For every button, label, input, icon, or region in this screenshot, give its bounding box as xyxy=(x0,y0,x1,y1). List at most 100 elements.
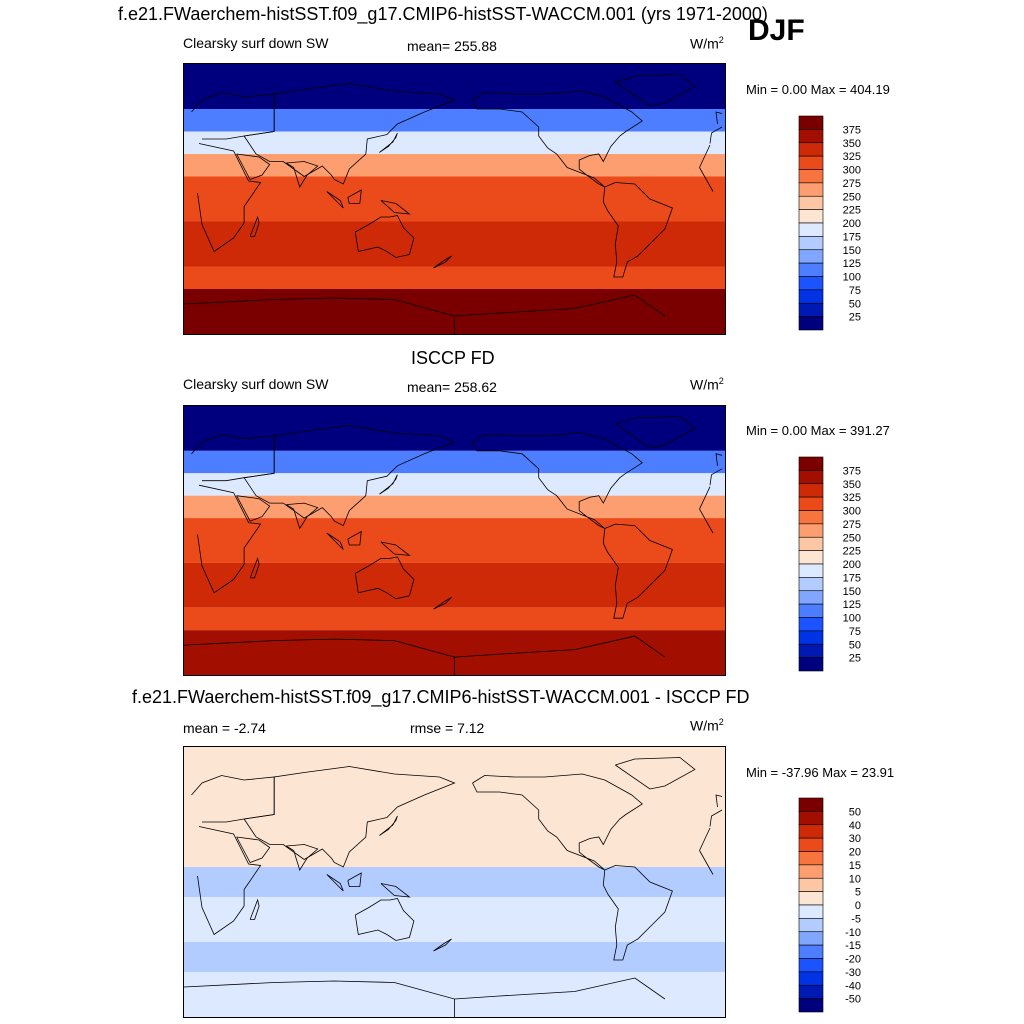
coastline-india xyxy=(285,502,319,530)
colorbar-2-swatch-3 xyxy=(798,630,824,645)
colorbar-2-swatch-5 xyxy=(798,603,824,618)
colorbar-1-swatch-10 xyxy=(798,195,824,210)
panel-1-minmax-label: Min = 0.00 Max = 404.19 xyxy=(746,82,890,97)
panel-3-map xyxy=(183,746,726,1018)
coastline-africa-2 xyxy=(699,850,714,875)
coastline-japan xyxy=(379,474,398,495)
colorbar-3-tick-label: -50 xyxy=(845,994,861,1006)
coastline-madagascar xyxy=(249,215,260,237)
coastline-arabia xyxy=(236,495,271,522)
panel-2-variable-label: Clearsky surf down SW xyxy=(183,376,329,392)
map-1-band-2 xyxy=(184,109,725,132)
panel-1-units-label: W/m2 xyxy=(690,35,724,52)
coastline-japan xyxy=(379,132,398,153)
coastline-antarctica xyxy=(454,977,666,1000)
colorbar-1-swatch-13 xyxy=(798,155,824,170)
colorbar-3-swatch-14 xyxy=(798,824,824,839)
colorbar-2-tick-label: 125 xyxy=(843,599,861,611)
coastline-samerica xyxy=(602,865,673,961)
coastline-uk-2 xyxy=(715,453,723,466)
coastline-newguinea xyxy=(380,200,411,215)
coastline-indonesia2 xyxy=(347,189,362,204)
coastline-antarctica-1 xyxy=(184,980,455,1017)
coastline-india xyxy=(285,844,319,871)
coastline-indonesia1 xyxy=(326,191,344,209)
colorbar-3-swatch-3 xyxy=(798,971,824,986)
colorbar-1-tick-label: 275 xyxy=(843,178,861,190)
colorbar-3-tick-label: -30 xyxy=(845,967,861,979)
colorbar-2-tick-label: 375 xyxy=(843,465,861,477)
coastline-nz xyxy=(433,938,452,952)
colorbar-2-swatch-7 xyxy=(798,577,824,592)
colorbar-3-tick-label: 20 xyxy=(849,847,861,859)
colorbar-1-tick-label: 325 xyxy=(843,151,861,163)
panel-2-title: ISCCP FD xyxy=(411,348,495,368)
panel-2-mean-label: mean= 258.62 xyxy=(407,379,497,395)
coastline-nz xyxy=(433,255,452,269)
coastline-indonesia1 xyxy=(326,874,344,892)
colorbar-1-tick-label: 250 xyxy=(843,191,861,203)
panel-1-variable-label: Clearsky surf down SW xyxy=(183,35,329,51)
coastline-asia xyxy=(243,83,456,185)
colorbar-1-tick-label: 50 xyxy=(849,298,861,310)
panel-2-colorbar: 375 350 325 300 275 250 225 200 175 150 125 100 75 50… xyxy=(798,456,889,672)
colorbar-1-tick-label: 75 xyxy=(849,285,861,297)
map-1-band-7 xyxy=(184,266,725,289)
colorbar-3-swatch-4 xyxy=(798,958,824,973)
colorbar-2-tick-label: 75 xyxy=(849,626,861,638)
coastline-india xyxy=(285,161,319,188)
coastline-greenland xyxy=(615,74,696,107)
coastline-madagascar xyxy=(249,557,260,579)
colorbar-3-tick-label: -40 xyxy=(845,980,861,992)
colorbar-3-tick-label: 10 xyxy=(849,873,861,885)
map-1-band-6 xyxy=(184,221,725,267)
coastline-namerica xyxy=(472,773,643,871)
colorbar-1-swatch-1 xyxy=(798,316,824,331)
panel-1-map xyxy=(183,63,726,335)
coastline-newguinea xyxy=(380,883,411,898)
colorbar-2-tick-label: 50 xyxy=(849,639,861,651)
coastline-japan xyxy=(379,815,398,836)
coastline-antarctica xyxy=(454,635,666,658)
colorbar-2-swatch-6 xyxy=(798,590,824,605)
colorbar-2-swatch-11 xyxy=(798,523,824,538)
coastline-greenland xyxy=(615,416,696,449)
colorbar-2-swatch-2 xyxy=(798,643,824,658)
panel-3-rmse-label: rmse = 7.12 xyxy=(410,720,485,736)
map-2-band-6 xyxy=(184,562,725,608)
colorbar-3-tick-label: -15 xyxy=(845,940,861,952)
map-2-band-3 xyxy=(184,473,725,496)
colorbar-1-tick-label: 175 xyxy=(843,231,861,243)
map-2-svg xyxy=(184,406,725,675)
coastline-africa-1 xyxy=(197,484,262,594)
colorbar-2-tick-label: 325 xyxy=(843,492,861,504)
coastline-africa-1 xyxy=(197,143,262,253)
coastline-nz xyxy=(433,596,452,610)
colorbar-2-swatch-13 xyxy=(798,496,824,511)
colorbar-2-swatch-15 xyxy=(798,470,824,485)
map-3-band-4 xyxy=(184,897,725,942)
coastline-australia xyxy=(354,215,415,258)
coastline-antarctica-1 xyxy=(184,297,455,334)
colorbar-3-tick-label: 40 xyxy=(849,820,861,832)
coastline-samerica xyxy=(602,182,673,278)
colorbar-2-tick-label: 150 xyxy=(843,586,861,598)
map-3-band-5 xyxy=(184,942,725,972)
panel-2-units-label: W/m2 xyxy=(690,376,724,393)
colorbar-1-swatch-7 xyxy=(798,236,824,251)
colorbar-2-swatch-16 xyxy=(798,456,824,471)
map-1-band-4 xyxy=(184,154,725,177)
colorbar-3-swatch-10 xyxy=(798,877,824,892)
colorbar-3-swatch-16 xyxy=(798,797,824,812)
colorbar-1-tick-label: 100 xyxy=(843,272,861,284)
coastline-antarctica-1 xyxy=(184,638,455,675)
coastline-australia xyxy=(354,898,415,941)
colorbar-3-tick-label: 15 xyxy=(849,860,861,872)
colorbar-3-swatch-7 xyxy=(798,918,824,933)
plot-main-title: f.e21.FWaerchem-histSST.f09_g17.CMIP6-hi… xyxy=(118,4,768,24)
season-label: DJF xyxy=(748,14,805,47)
colorbar-1-tick-label: 350 xyxy=(843,138,861,150)
coastline-australia xyxy=(354,556,415,600)
colorbar-1-swatch-16 xyxy=(798,115,824,130)
